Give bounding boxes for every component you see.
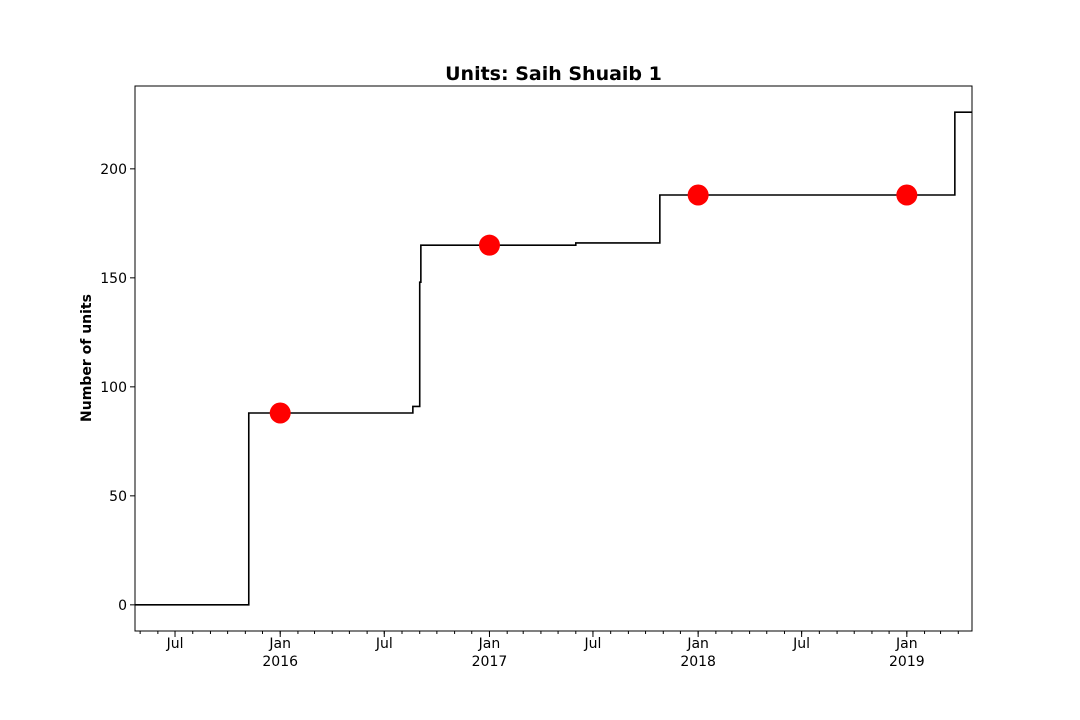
x-tick-label: Jan xyxy=(895,636,918,652)
x-tick-year-label: 2018 xyxy=(680,654,716,670)
x-tick-label: Jul xyxy=(792,636,810,652)
y-tick-label: 0 xyxy=(118,598,127,614)
red-marker-point xyxy=(687,184,709,206)
red-marker-point xyxy=(478,234,500,256)
red-marker-point xyxy=(896,184,918,206)
x-tick-label: Jul xyxy=(166,636,184,652)
y-tick-label: 50 xyxy=(109,489,127,505)
y-tick-label: 150 xyxy=(100,271,127,287)
x-tick-label: Jan xyxy=(268,636,291,652)
x-tick-label: Jul xyxy=(375,636,393,652)
y-tick-label: 200 xyxy=(100,162,127,178)
y-axis-label: Number of units xyxy=(79,294,95,422)
units-step-line xyxy=(135,111,972,606)
x-tick-label: Jan xyxy=(686,636,709,652)
red-marker-point xyxy=(269,402,291,424)
y-tick-label: 100 xyxy=(100,380,127,396)
x-tick-label: Jan xyxy=(478,636,501,652)
plot-area: 0 50 100 150 200 Jul Jan 2016 Jul Jan 2017 Jul Jan 20… xyxy=(100,111,972,670)
x-tick-year-label: 2016 xyxy=(262,654,298,670)
plot-frame xyxy=(134,85,973,632)
x-tick-year-label: 2017 xyxy=(472,654,508,670)
x-tick-year-label: 2019 xyxy=(889,654,925,670)
chart-title: Units: Saih Shuaib 1 xyxy=(445,63,662,85)
x-tick-label: Jul xyxy=(583,636,601,652)
